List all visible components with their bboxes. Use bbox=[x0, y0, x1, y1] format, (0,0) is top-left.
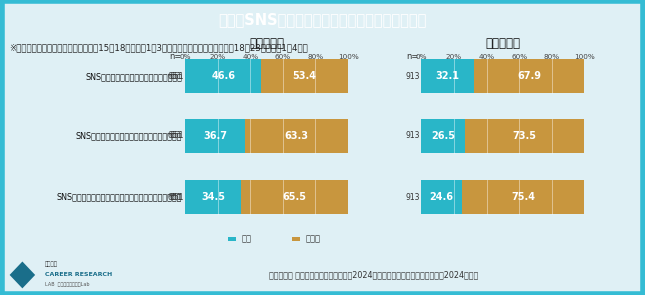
Bar bbox=[185, 180, 241, 214]
Text: 65.5: 65.5 bbox=[283, 192, 307, 202]
Bar bbox=[462, 180, 584, 214]
Text: 46.6: 46.6 bbox=[211, 71, 235, 81]
Text: 学生のSNSでのアルバイト探し・応募・就労経験: 学生のSNSでのアルバイト探し・応募・就労経験 bbox=[218, 12, 427, 27]
Text: はい: はい bbox=[241, 235, 252, 244]
Bar bbox=[185, 59, 261, 94]
Text: いいえ: いいえ bbox=[305, 235, 321, 244]
Text: 73.5: 73.5 bbox=[513, 131, 537, 141]
Text: 80%: 80% bbox=[308, 54, 324, 60]
Bar bbox=[228, 237, 236, 241]
Text: 651: 651 bbox=[170, 193, 184, 202]
Text: 0%: 0% bbox=[416, 54, 427, 60]
Text: 100%: 100% bbox=[338, 54, 359, 60]
Text: 651: 651 bbox=[168, 193, 182, 202]
Text: n=: n= bbox=[406, 52, 419, 61]
Text: マイナビ: マイナビ bbox=[45, 261, 58, 267]
Text: 20%: 20% bbox=[210, 54, 226, 60]
Bar bbox=[245, 119, 348, 153]
Text: SNSで直接アルバイトを探した経験がある: SNSで直接アルバイトを探した経験がある bbox=[85, 72, 182, 81]
Text: 651: 651 bbox=[168, 72, 182, 81]
Text: 60%: 60% bbox=[275, 54, 291, 60]
Bar bbox=[241, 180, 348, 214]
Text: 913: 913 bbox=[406, 193, 420, 202]
Text: 63.3: 63.3 bbox=[284, 131, 308, 141]
Bar bbox=[464, 119, 584, 153]
Text: 53.4: 53.4 bbox=[293, 71, 317, 81]
Text: 【大学生】: 【大学生】 bbox=[486, 37, 521, 50]
Bar bbox=[473, 59, 584, 94]
Text: SNSで直接アルバイトの応募をして、働いた経験がある: SNSで直接アルバイトの応募をして、働いた経験がある bbox=[57, 193, 182, 202]
Text: SNSで直接アルバイトの応募をした経験がある: SNSで直接アルバイトの応募をした経験がある bbox=[75, 131, 182, 140]
Text: 36.7: 36.7 bbox=[203, 131, 227, 141]
Bar bbox=[421, 59, 473, 94]
Text: 【高校生】: 【高校生】 bbox=[249, 37, 284, 50]
Text: 913: 913 bbox=[406, 131, 420, 140]
Text: 651: 651 bbox=[170, 131, 184, 140]
Text: ※回答対象：現在アルバイト就業中の15～18歳の高校1～3年生、現在アルバイト就業中の18～23歳の大学1～4年生: ※回答対象：現在アルバイト就業中の15～18歳の高校1～3年生、現在アルバイト就… bbox=[10, 43, 308, 53]
Bar bbox=[421, 119, 464, 153]
Text: CAREER RESEARCH: CAREER RESEARCH bbox=[45, 272, 112, 277]
Text: 75.4: 75.4 bbox=[511, 192, 535, 202]
Text: 34.5: 34.5 bbox=[201, 192, 225, 202]
Text: 100%: 100% bbox=[574, 54, 595, 60]
Bar bbox=[261, 59, 348, 94]
Text: 40%: 40% bbox=[243, 54, 259, 60]
Text: 0%: 0% bbox=[179, 54, 191, 60]
Text: 「マイナビ 高校生のアルバイト調査（2024年）／大学生のアルバイト調査（2024年）」: 「マイナビ 高校生のアルバイト調査（2024年）／大学生のアルバイト調査（202… bbox=[269, 271, 478, 279]
Text: 26.5: 26.5 bbox=[431, 131, 455, 141]
Text: 67.9: 67.9 bbox=[517, 71, 541, 81]
Bar bbox=[421, 180, 462, 214]
Text: 32.1: 32.1 bbox=[435, 71, 460, 81]
Text: 80%: 80% bbox=[544, 54, 560, 60]
Text: 20%: 20% bbox=[446, 54, 462, 60]
Bar bbox=[185, 119, 245, 153]
Text: 651: 651 bbox=[168, 131, 182, 140]
Polygon shape bbox=[10, 261, 35, 289]
Text: 651: 651 bbox=[170, 72, 184, 81]
Text: 913: 913 bbox=[406, 72, 420, 81]
Text: 40%: 40% bbox=[479, 54, 495, 60]
Text: LAB  キャリアリサーチLab: LAB キャリアリサーチLab bbox=[45, 282, 89, 287]
Text: n=: n= bbox=[170, 52, 182, 61]
Text: 60%: 60% bbox=[511, 54, 527, 60]
Bar bbox=[292, 237, 300, 241]
Text: 24.6: 24.6 bbox=[430, 192, 453, 202]
